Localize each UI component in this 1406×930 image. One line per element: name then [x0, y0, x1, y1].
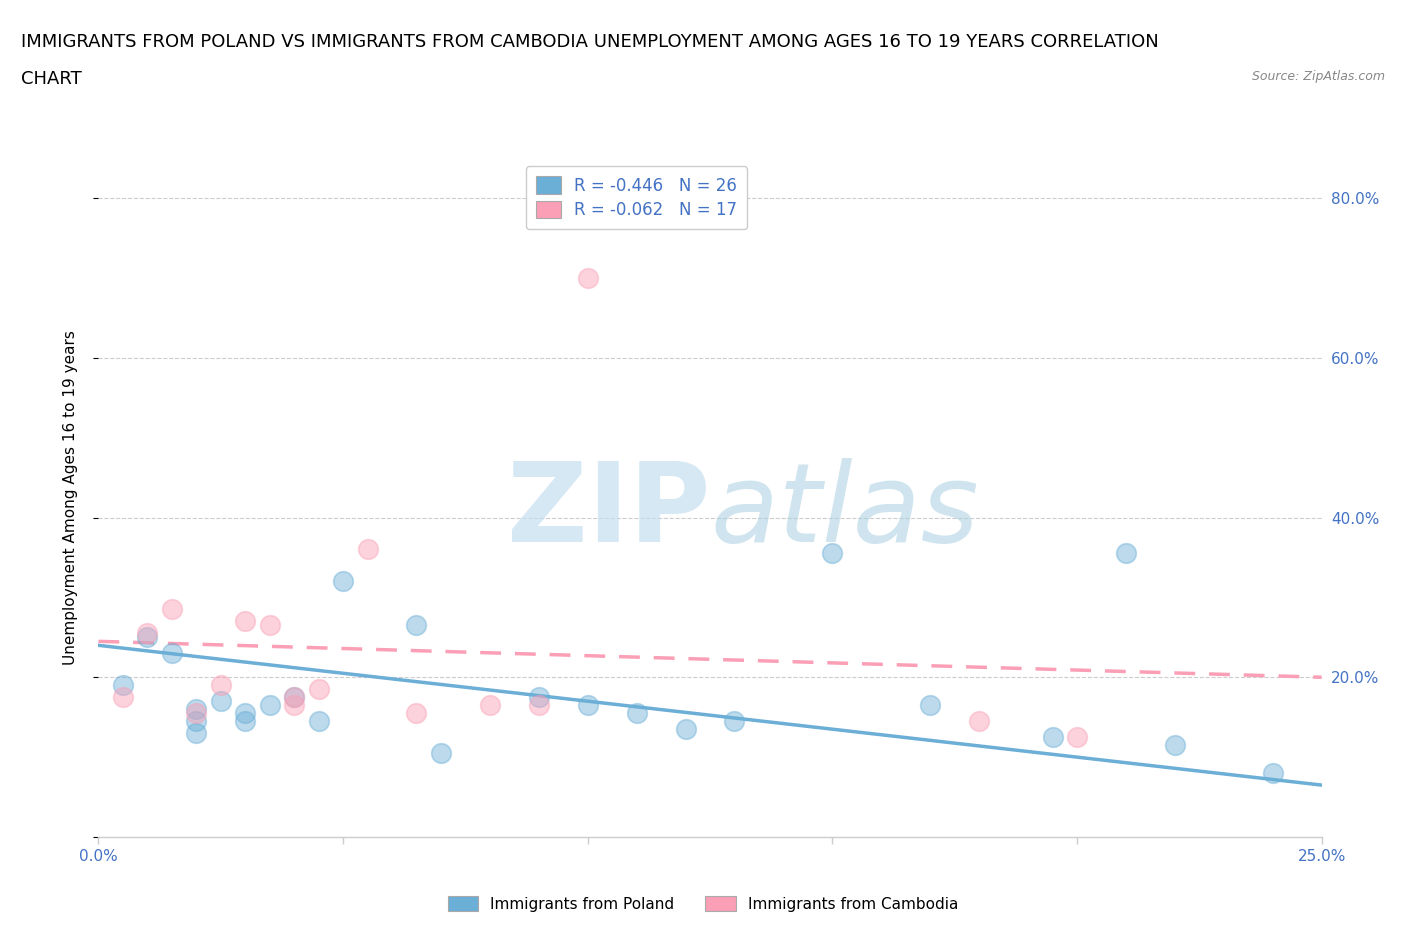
Point [527, 690, 550, 705]
Point [723, 713, 745, 728]
Point [259, 618, 281, 632]
Point [626, 706, 648, 721]
Point [1115, 546, 1137, 561]
Point [233, 614, 256, 629]
Point [209, 694, 232, 709]
Point [1066, 730, 1088, 745]
Point [233, 713, 256, 728]
Point [332, 574, 354, 589]
Point [136, 626, 159, 641]
Point [405, 706, 427, 721]
Legend: Immigrants from Poland, Immigrants from Cambodia: Immigrants from Poland, Immigrants from … [441, 889, 965, 918]
Point [283, 690, 305, 705]
Point [111, 690, 134, 705]
Point [967, 713, 990, 728]
Point [160, 602, 183, 617]
Text: Source: ZipAtlas.com: Source: ZipAtlas.com [1251, 70, 1385, 83]
Point [233, 706, 256, 721]
Point [259, 698, 281, 712]
Point [186, 702, 208, 717]
Text: CHART: CHART [21, 70, 82, 87]
Point [576, 698, 599, 712]
Point [576, 271, 599, 286]
Point [308, 682, 330, 697]
Point [478, 698, 501, 712]
Point [1164, 737, 1187, 752]
Point [527, 698, 550, 712]
Legend: R = -0.446   N = 26, R = -0.062   N = 17: R = -0.446 N = 26, R = -0.062 N = 17 [526, 166, 748, 230]
Point [111, 678, 134, 693]
Text: IMMIGRANTS FROM POLAND VS IMMIGRANTS FROM CAMBODIA UNEMPLOYMENT AMONG AGES 16 TO: IMMIGRANTS FROM POLAND VS IMMIGRANTS FRO… [21, 33, 1159, 50]
Point [136, 630, 159, 644]
Point [920, 698, 942, 712]
Point [1042, 730, 1064, 745]
Point [283, 690, 305, 705]
Point [160, 645, 183, 660]
Point [430, 746, 453, 761]
Point [308, 713, 330, 728]
Text: ZIP: ZIP [506, 458, 710, 565]
Point [186, 725, 208, 740]
Point [209, 678, 232, 693]
Point [675, 722, 697, 737]
Point [1261, 765, 1284, 780]
Text: atlas: atlas [710, 458, 979, 565]
Point [186, 706, 208, 721]
Point [356, 542, 378, 557]
Point [283, 698, 305, 712]
Point [821, 546, 844, 561]
Point [405, 618, 427, 632]
Y-axis label: Unemployment Among Ages 16 to 19 years: Unemployment Among Ages 16 to 19 years [63, 330, 77, 665]
Point [186, 713, 208, 728]
